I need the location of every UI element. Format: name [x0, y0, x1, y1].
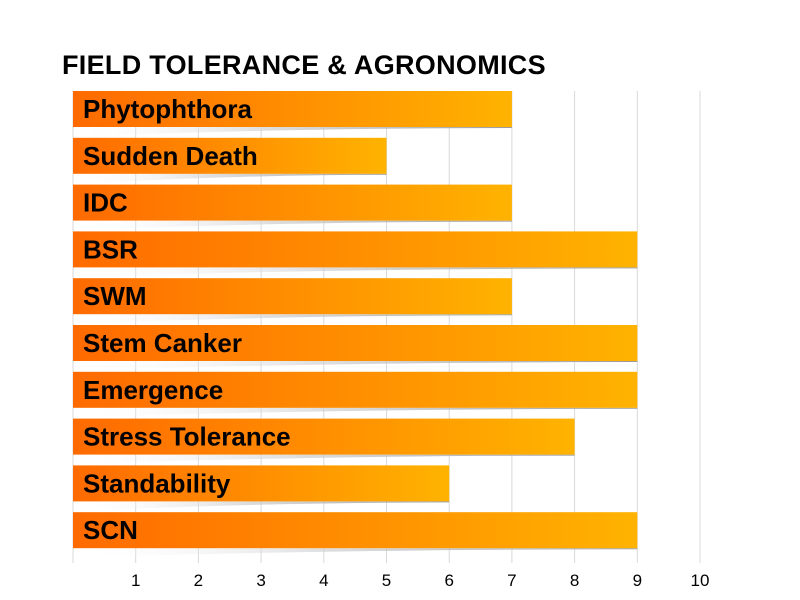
bar-label: Phytophthora	[83, 94, 253, 124]
bar-label: Emergence	[83, 375, 223, 405]
bar-label: SWM	[83, 281, 147, 311]
bar-label: SCN	[83, 515, 138, 545]
bar-shadow	[73, 220, 512, 229]
bar-group: IDC	[73, 184, 512, 229]
bar-shadow	[73, 361, 638, 369]
x-tick-label: 8	[570, 571, 579, 590]
bar-shadow	[73, 127, 512, 135]
bar-shadow	[73, 454, 575, 463]
bar-group: SWM	[73, 278, 512, 323]
bar	[73, 512, 638, 549]
x-tick-label: 2	[194, 571, 203, 590]
bar-shadow	[73, 501, 450, 510]
x-axis-ticks: 1 2 3 4 5 6 7 8 9 10	[131, 571, 709, 590]
x-tick-label: 10	[691, 571, 710, 590]
bar-shadow	[73, 267, 638, 276]
bar	[73, 465, 450, 502]
bar-label: Stress Tolerance	[83, 422, 291, 452]
bar-label: BSR	[83, 234, 138, 264]
bar-group: Emergence	[73, 371, 638, 416]
x-tick-label: 3	[256, 571, 265, 590]
bar-label: Stem Canker	[83, 328, 242, 358]
x-tick-label: 4	[319, 571, 328, 590]
bar-group: Stem Canker	[73, 325, 638, 369]
bar-shadow	[73, 407, 638, 416]
bar	[73, 278, 512, 315]
bar-label: Standability	[83, 468, 231, 498]
bar-group: BSR	[73, 231, 638, 276]
x-tick-label: 1	[131, 571, 140, 590]
bar-group: Stress Tolerance	[73, 418, 575, 463]
x-tick-label: 5	[382, 571, 391, 590]
x-tick-label: 7	[507, 571, 516, 590]
bar	[73, 418, 575, 455]
x-tick-label: 9	[633, 571, 642, 590]
x-tick-label: 6	[444, 571, 453, 590]
bar	[73, 325, 638, 361]
bar	[73, 371, 638, 408]
bar	[73, 91, 512, 127]
bar	[73, 184, 512, 221]
bar-shadow	[73, 314, 512, 323]
chart-title: FIELD TOLERANCE & AGRONOMICS	[62, 50, 546, 80]
bars: Phytophthora Sudden Death IDC BSR SWM Stem Ca…	[73, 91, 638, 557]
bar-group: Phytophthora	[73, 91, 512, 135]
bar-group: Sudden Death	[73, 137, 387, 182]
bar	[73, 231, 638, 268]
bar-label: IDC	[83, 188, 128, 218]
bar-shadow	[73, 173, 387, 182]
bar-shadow	[73, 548, 638, 557]
bar-label: Sudden Death	[83, 141, 258, 171]
bar	[73, 137, 387, 174]
bar-group: SCN	[73, 512, 638, 557]
bar-group: Standability	[73, 465, 450, 510]
